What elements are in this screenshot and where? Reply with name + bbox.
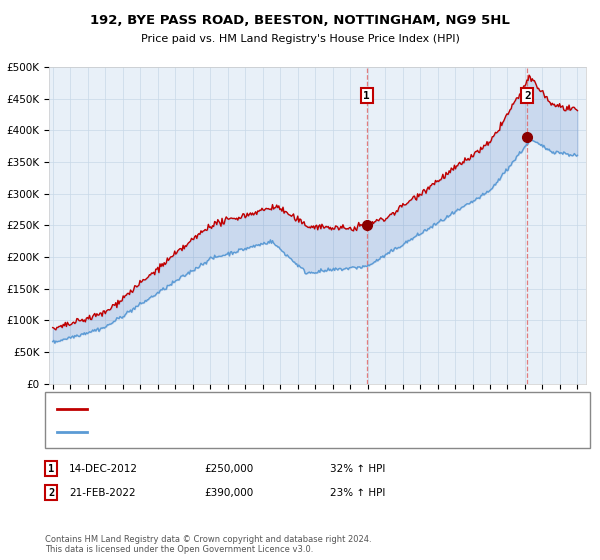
Text: £250,000: £250,000 (204, 464, 253, 474)
Text: Contains HM Land Registry data © Crown copyright and database right 2024.
This d: Contains HM Land Registry data © Crown c… (45, 535, 371, 554)
Text: 1: 1 (48, 464, 54, 474)
Text: 192, BYE PASS ROAD, BEESTON, NOTTINGHAM, NG9 5HL: 192, BYE PASS ROAD, BEESTON, NOTTINGHAM,… (90, 14, 510, 27)
Text: 192, BYE PASS ROAD, BEESTON, NOTTINGHAM, NG9 5HL (detached house): 192, BYE PASS ROAD, BEESTON, NOTTINGHAM,… (93, 404, 459, 414)
Text: 2: 2 (524, 91, 530, 101)
Text: HPI: Average price, detached house, Broxtowe: HPI: Average price, detached house, Brox… (93, 427, 320, 437)
Text: 23% ↑ HPI: 23% ↑ HPI (330, 488, 385, 498)
Text: 21-FEB-2022: 21-FEB-2022 (69, 488, 136, 498)
Text: Price paid vs. HM Land Registry's House Price Index (HPI): Price paid vs. HM Land Registry's House … (140, 34, 460, 44)
Text: 1: 1 (364, 91, 370, 101)
Text: £390,000: £390,000 (204, 488, 253, 498)
Text: 2: 2 (48, 488, 54, 498)
Text: 14-DEC-2012: 14-DEC-2012 (69, 464, 138, 474)
Text: 32% ↑ HPI: 32% ↑ HPI (330, 464, 385, 474)
